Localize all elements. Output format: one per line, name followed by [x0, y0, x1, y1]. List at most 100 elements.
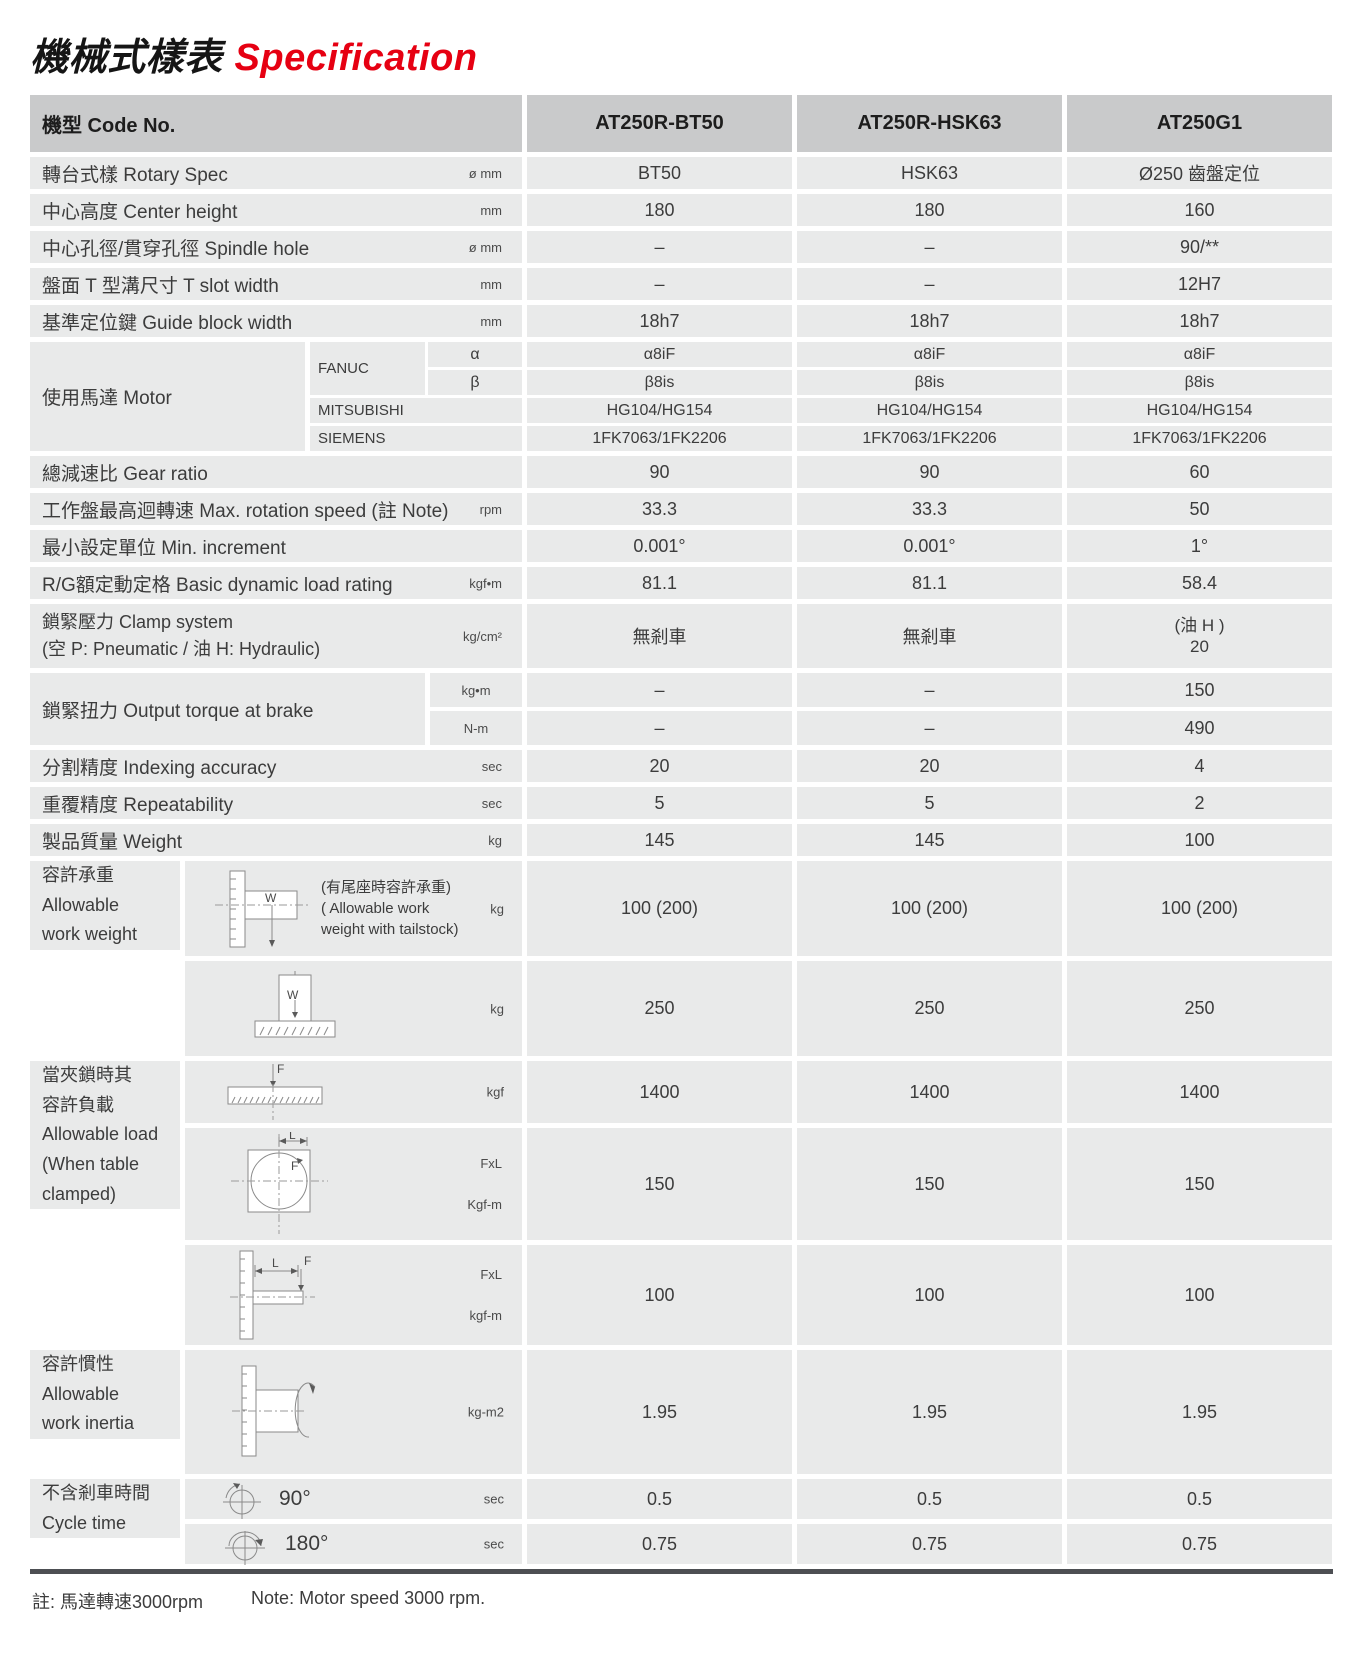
- load-rating-value-2: 58.4: [1067, 567, 1332, 599]
- clamped-load-overhang-unit2: kgf-m: [469, 1308, 503, 1323]
- motor-alpha-value-1: α8iF: [797, 342, 1062, 367]
- work-weight-tailstock-value-1: 100 (200): [797, 861, 1062, 956]
- row-motor: 使用馬達 Motor FANUC α β MITSUBISHI SIEMENS …: [30, 342, 1333, 451]
- load-rating-value-0: 81.1: [527, 567, 792, 599]
- work-weight-row-tailstock: W (有尾座時容許承重) ( Allowable work weight wit…: [185, 861, 1332, 956]
- torque-kgm-value-0: –: [527, 673, 792, 707]
- guide-block-unit: mm: [480, 313, 502, 329]
- weight-unit: kg: [488, 832, 502, 848]
- row-min-increment: 最小設定單位 Min. increment 0.001° 0.001° 1°: [30, 530, 1333, 562]
- inertia-label-en2: work inertia: [42, 1413, 135, 1434]
- clamp-unit: kg/cm²: [463, 628, 502, 644]
- cycle-180-value-2: 0.75: [1067, 1524, 1332, 1564]
- cycle-time-label-zh: 不含剎車時間: [42, 1483, 150, 1503]
- torque-values-col-2: 150 490: [1067, 673, 1332, 745]
- overhang-force-icon: L F: [230, 1250, 315, 1340]
- vertical-workpiece-icon: W: [254, 970, 336, 1037]
- work-weight-row-table: W kg 250 250 250: [185, 961, 1332, 1056]
- page-title: 機械式樣表 Specification: [30, 26, 478, 81]
- clamp-value-2-line1: (油 H ): [1174, 615, 1225, 635]
- torque-label-cell: 鎖緊扭力 Output torque at brake: [30, 673, 425, 745]
- spec-table: 機型 Code No. AT250R-BT50 AT250R-HSK63 AT2…: [30, 95, 1333, 1614]
- spindle-hole-value-1: –: [797, 231, 1062, 263]
- header-code-no-cell: 機型 Code No.: [30, 95, 522, 152]
- cycle-180-angle: 180°: [285, 1532, 329, 1555]
- clamped-load-radial-value-2: 150: [1067, 1128, 1332, 1240]
- repeatability-unit: sec: [481, 795, 502, 811]
- torque-unit-kgm: kg•m: [461, 682, 491, 698]
- indexing-value-2: 4: [1067, 750, 1332, 782]
- cycle-180-diagram-cell: 180° sec: [185, 1524, 522, 1565]
- repeatability-label: 重覆精度 Repeatability: [42, 794, 234, 816]
- clamp-value-2-line2: 20: [1190, 637, 1209, 656]
- work-weight-tailstock-unit: kg: [490, 901, 504, 916]
- cycle-90-diagram-cell: 90° sec: [185, 1479, 522, 1519]
- rotate-90-icon: [223, 1483, 261, 1519]
- page-title-en: Specification: [234, 37, 478, 79]
- tailstock-note-zh: (有尾座時容許承重): [321, 879, 451, 896]
- section-cycle-time: 不含剎車時間 Cycle time 90° sec 0.5 0.5: [30, 1479, 1333, 1565]
- footnote-en: Note: Motor speed 3000 rpm.: [251, 1588, 486, 1608]
- diagram-letter-f1: F: [277, 1062, 284, 1076]
- work-weight-label-en2: work weight: [42, 924, 138, 945]
- clamped-load-overhang-unit1: FxL: [480, 1267, 502, 1282]
- cycle-time-label-cell: 不含剎車時間 Cycle time: [30, 1479, 180, 1539]
- work-weight-tailstock-value-2: 100 (200): [1067, 861, 1332, 956]
- work-weight-table-value-0: 250: [527, 961, 792, 1056]
- clamped-load-radial-diagram-cell: L F FxL Kgf-m: [185, 1128, 522, 1240]
- motor-siemens-value-0: 1FK7063/1FK2206: [527, 426, 792, 451]
- max-speed-value-2: 50: [1067, 493, 1332, 525]
- clamp-label-line2: (空 P: Pneumatic / 油 H: Hydraulic): [42, 639, 321, 659]
- work-weight-rows: W (有尾座時容許承重) ( Allowable work weight wit…: [185, 861, 1332, 1056]
- weight-label-cell: 製品質量 Weight kg: [30, 824, 522, 856]
- repeatability-value-2: 2: [1067, 787, 1332, 819]
- diagram-letter-f3: F: [304, 1254, 311, 1268]
- center-height-value-1: 180: [797, 194, 1062, 226]
- torque-unit-kgm-cell: kg•m: [430, 673, 522, 707]
- diagram-letter-l1: L: [289, 1132, 296, 1142]
- cycle-180-value-1: 0.75: [797, 1524, 1062, 1564]
- inertia-label-en1: Allowable: [42, 1383, 120, 1404]
- weight-value-2: 100: [1067, 824, 1332, 856]
- clamped-load-label-en3: clamped): [42, 1183, 117, 1204]
- row-max-rotation-speed: 工作盤最高迴轉速 Max. rotation speed (註 Note) rpm…: [30, 493, 1333, 525]
- weight-value-0: 145: [527, 824, 792, 856]
- diagram-letter-w: W: [265, 891, 277, 905]
- min-increment-value-0: 0.001°: [527, 530, 792, 562]
- rotary-value-1: HSK63: [797, 157, 1062, 189]
- row-repeatability: 重覆精度 Repeatability sec 5 5 2: [30, 787, 1333, 819]
- work-weight-label-zh: 容許承重: [42, 865, 114, 885]
- work-weight-tailstock-note: (有尾座時容許承重) ( Allowable work weight with …: [321, 877, 459, 940]
- inertia-diagram-cell: kg-m2: [185, 1350, 522, 1474]
- motor-beta-value-2: β8is: [1067, 370, 1332, 395]
- row-gear-ratio: 總減速比 Gear ratio 90 90 60: [30, 456, 1333, 488]
- clamped-load-overhang-diagram-cell: L F FxL kgf-m: [185, 1245, 522, 1345]
- clamp-value-1: 無剎車: [797, 604, 1062, 668]
- motor-label: 使用馬達 Motor: [42, 388, 172, 409]
- work-weight-table-value-1: 250: [797, 961, 1062, 1056]
- gear-ratio-value-0: 90: [527, 456, 792, 488]
- rotary-label-cell: 轉台式樣 Rotary Spec ø mm: [30, 157, 522, 189]
- motor-greek-column: α β: [428, 342, 522, 395]
- inertia-row: kg-m2 1.95 1.95 1.95: [185, 1350, 1332, 1474]
- torque-nm-value-1: –: [797, 711, 1062, 745]
- motor-symbol-alpha: α: [428, 342, 522, 367]
- motor-siemens-value-2: 1FK7063/1FK2206: [1067, 426, 1332, 451]
- min-increment-value-1: 0.001°: [797, 530, 1062, 562]
- guide-block-label-cell: 基準定位鍵 Guide block width mm: [30, 305, 522, 337]
- row-t-slot-width: 盤面 T 型溝尺寸 T slot width mm – – 12H7: [30, 268, 1333, 300]
- rotating-inertia-icon: [232, 1365, 316, 1457]
- inertia-value-2: 1.95: [1067, 1350, 1332, 1474]
- footnote-zh: 註: 馬達轉速3000rpm: [32, 1592, 204, 1612]
- weight-value-1: 145: [797, 824, 1062, 856]
- t-slot-label: 盤面 T 型溝尺寸 T slot width: [42, 275, 279, 297]
- spindle-hole-label-cell: 中心孔徑/貫穿孔徑 Spindle hole ø mm: [30, 231, 522, 263]
- clamped-load-axial-diagram-cell: F kgf: [185, 1061, 522, 1123]
- clamped-load-row-axial: F kgf 1400 1400 1400: [185, 1061, 1332, 1123]
- cycle-90-value-2: 0.5: [1067, 1479, 1332, 1519]
- clamped-load-label-zh2: 容許負載: [42, 1094, 114, 1115]
- motor-symbol-beta: β: [428, 370, 522, 395]
- section-allowable-work-weight: 容許承重 Allowable work weight W: [30, 861, 1333, 1056]
- motor-fanuc-row: FANUC α β: [310, 342, 522, 395]
- page-title-zh: 機械式樣表: [30, 37, 223, 79]
